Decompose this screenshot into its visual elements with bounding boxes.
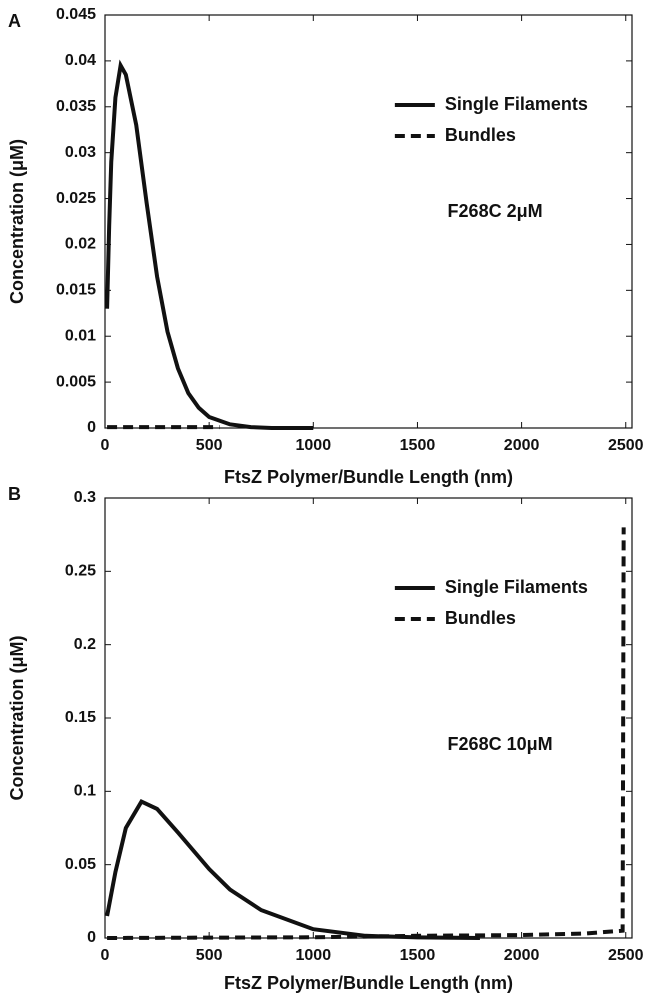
y-tick-label: 0.015 (56, 282, 96, 299)
x-axis-label: FtsZ Polymer/Bundle Length (nm) (224, 467, 513, 487)
legend-label: Single Filaments (445, 577, 588, 597)
y-tick-label: 0.025 (56, 190, 96, 207)
x-tick-label: 1000 (296, 437, 332, 454)
legend-label: Bundles (445, 125, 516, 145)
y-tick-label: 0.05 (65, 856, 96, 873)
y-tick-label: 0.035 (56, 98, 96, 115)
x-axis-label: FtsZ Polymer/Bundle Length (nm) (224, 973, 513, 993)
x-tick-label: 2500 (608, 947, 644, 964)
annotation: F268C 10μM (448, 734, 553, 754)
plot-frame (104, 497, 633, 939)
y-tick-label: 0.03 (65, 144, 96, 161)
x-tick-label: 500 (196, 947, 223, 964)
legend-label: Bundles (445, 608, 516, 628)
y-tick-label: 0.25 (65, 563, 96, 580)
y-tick-label: 0.2 (74, 636, 96, 653)
x-tick-label: 2500 (608, 437, 644, 454)
x-tick-label: 1000 (296, 947, 332, 964)
x-tick-label: 0 (101, 437, 110, 454)
y-tick-label: 0.15 (65, 709, 96, 726)
y-tick-label: 0.3 (74, 489, 96, 506)
series-line (107, 527, 626, 940)
plot-frame (104, 14, 633, 429)
x-tick-label: 1500 (400, 947, 436, 964)
y-axis-label: Concentration (μM) (7, 139, 27, 304)
y-tick-label: 0 (87, 419, 96, 436)
x-tick-label: 500 (196, 437, 223, 454)
panel-label: A (8, 11, 21, 31)
y-axis-label: Concentration (μM) (7, 635, 27, 800)
y-tick-label: 0.1 (74, 783, 96, 800)
x-tick-label: 2000 (504, 437, 540, 454)
x-tick-label: 0 (101, 947, 110, 964)
y-tick-label: 0.01 (65, 327, 96, 344)
y-tick-label: 0.02 (65, 236, 96, 253)
legend-label: Single Filaments (445, 94, 588, 114)
x-tick-label: 2000 (504, 947, 540, 964)
y-tick-label: 0.04 (65, 52, 96, 69)
x-tick-label: 1500 (400, 437, 436, 454)
y-tick-label: 0.005 (56, 373, 96, 390)
series-line (105, 59, 314, 430)
y-tick-label: 0 (87, 929, 96, 946)
series-line (105, 799, 480, 940)
y-tick-label: 0.045 (56, 6, 96, 23)
panel-label: B (8, 484, 21, 504)
annotation: F268C 2μM (448, 201, 543, 221)
